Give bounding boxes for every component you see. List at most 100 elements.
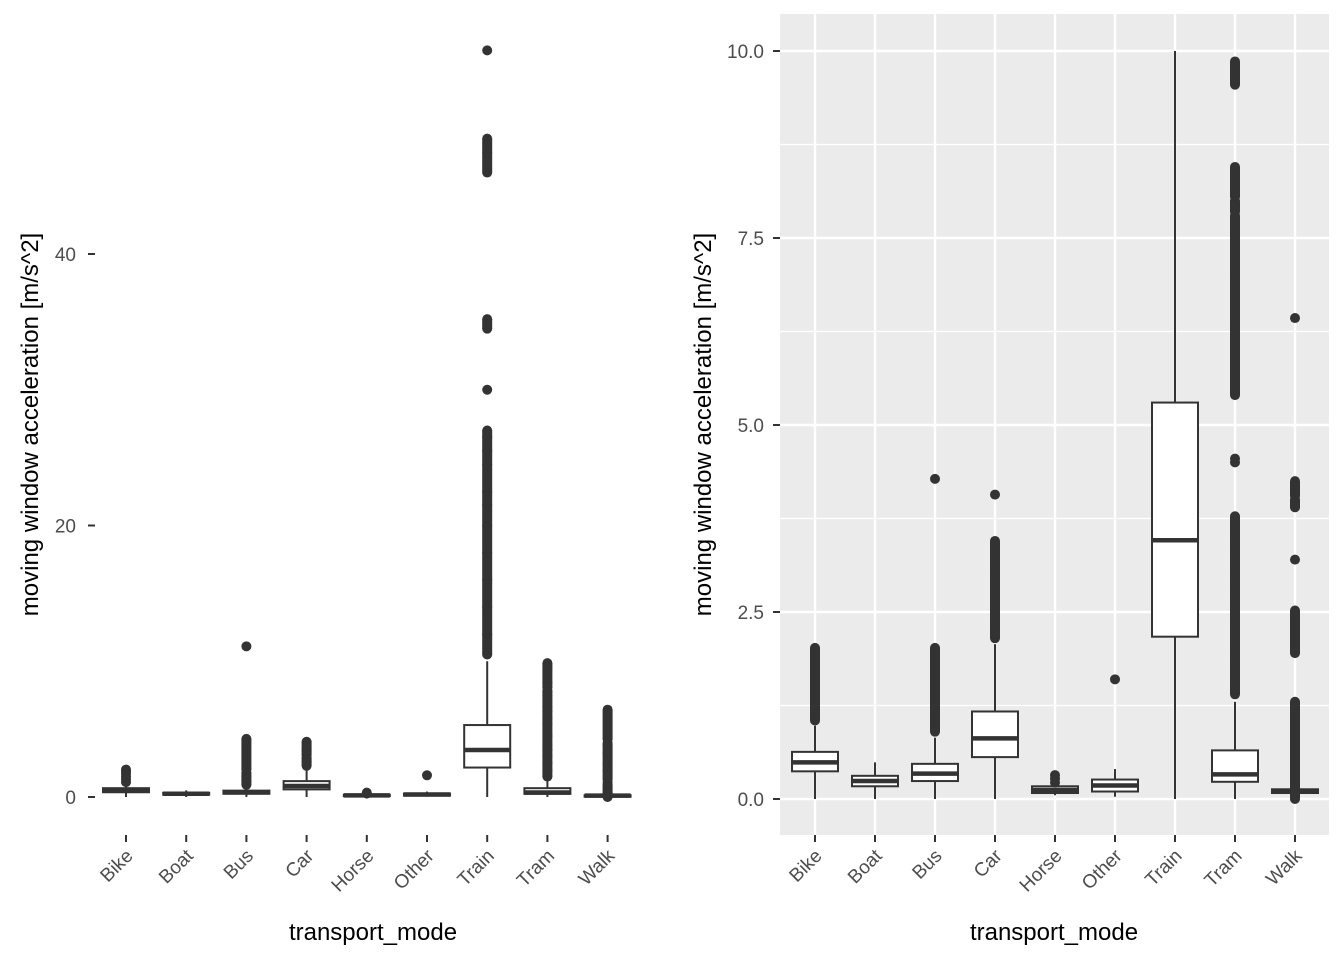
- outlier-dense-band: [1290, 739, 1300, 747]
- outlier-dense-band: [241, 780, 252, 785]
- outlier-dense-band: [301, 750, 312, 756]
- outlier-dense-band: [542, 735, 553, 746]
- outlier-dense-band: [482, 505, 493, 526]
- outlier-dense-band: [1290, 754, 1300, 762]
- box-bus: [911, 473, 959, 799]
- box-bike: [102, 764, 150, 797]
- outlier-dense-band: [482, 634, 493, 655]
- box-horse: [342, 787, 391, 799]
- outlier-dense-band: [1290, 731, 1300, 740]
- outlier-dense-band: [542, 695, 553, 701]
- box-walk: [583, 704, 632, 802]
- outlier-dense-band: [1230, 324, 1240, 364]
- outlier-point: [422, 770, 432, 781]
- y-tick-label: 7.5: [738, 229, 764, 250]
- outlier-dense-band: [1230, 533, 1240, 545]
- x-tick-label-bike: Bike: [97, 846, 138, 887]
- outlier-dense-band: [1230, 589, 1240, 605]
- outlier-dense-band: [1230, 267, 1240, 277]
- box-tram: [523, 658, 572, 797]
- x-tick-label-other: Other: [390, 845, 439, 894]
- outlier-dense-band: [930, 675, 940, 687]
- outlier-dense-band: [1290, 481, 1300, 497]
- outlier-dense-band: [1230, 241, 1240, 268]
- box-other: [403, 770, 451, 797]
- y-axis-title: moving window acceleration [m/s^2]: [17, 233, 44, 616]
- outlier-dense-band: [482, 606, 493, 635]
- outlier-dense-band: [810, 647, 820, 660]
- outlier-dense-band: [1230, 166, 1240, 197]
- outlier-dense-band: [930, 664, 940, 676]
- outlier-dense-band: [990, 626, 1000, 639]
- outlier-dense-band: [542, 756, 553, 764]
- x-tick-label-tram: Tram: [513, 846, 559, 892]
- y-tick-label: 5.0: [738, 416, 764, 437]
- outlier-point: [1110, 674, 1120, 685]
- outlier-point: [361, 787, 372, 798]
- x-tick-label-train: Train: [1142, 846, 1187, 891]
- y-tick-label: 0: [65, 788, 76, 809]
- y-tick-label: 0.0: [738, 790, 764, 811]
- box-boat: [851, 762, 899, 799]
- x-tick-label-horse: Horse: [1016, 846, 1067, 897]
- box-bus: [222, 641, 271, 797]
- outlier-dense-band: [1230, 61, 1240, 85]
- outlier-dense-band: [1230, 363, 1240, 396]
- outlier-dense-band: [1290, 784, 1300, 798]
- outlier-dense-band: [482, 552, 493, 580]
- outlier-dense-band: [301, 761, 312, 766]
- x-axis-title: transport_mode: [970, 919, 1138, 946]
- outlier-dense-band: [542, 723, 553, 736]
- outlier-dense-band: [1290, 709, 1300, 717]
- outlier-point: [482, 384, 493, 395]
- outlier-dense-band: [1290, 610, 1300, 622]
- outlier-dense-band: [1230, 604, 1240, 620]
- iqr-box: [463, 724, 512, 769]
- outlier-dense-band: [930, 647, 940, 654]
- x-tick-label-walk: Walk: [575, 845, 620, 890]
- outlier-dense-band: [542, 663, 553, 668]
- outlier-dense-band: [482, 450, 493, 465]
- outlier-point: [482, 45, 493, 56]
- outlier-dense-band: [1290, 776, 1300, 785]
- y-axis-title: moving window acceleration [m/s^2]: [690, 233, 717, 616]
- outlier-point: [1230, 453, 1240, 464]
- y-tick-label: 40: [55, 245, 76, 266]
- outlier-dense-band: [1230, 679, 1240, 695]
- outlier-dense-band: [1230, 525, 1240, 534]
- box-other: [1091, 674, 1139, 797]
- x-tick-label-train: Train: [454, 846, 499, 891]
- outlier-dense-band: [482, 525, 493, 553]
- outlier-dense-band: [542, 718, 553, 724]
- outlier-dense-band: [990, 612, 1000, 627]
- outlier-dense-band: [1230, 516, 1240, 526]
- outlier-dense-band: [990, 582, 1000, 598]
- outlier-dense-band: [542, 745, 553, 750]
- outlier-dense-band: [1230, 664, 1240, 680]
- outlier-dense-band: [542, 749, 553, 757]
- outlier-dense-band: [930, 653, 940, 665]
- outlier-dense-band: [241, 772, 252, 777]
- outlier-dense-band: [602, 788, 613, 793]
- y-tick-label: 20: [55, 517, 76, 538]
- x-tick-label-bike: Bike: [786, 846, 827, 887]
- outlier-dense-band: [482, 152, 493, 173]
- outlier-dense-band: [602, 753, 613, 764]
- outlier-dense-band: [1230, 619, 1240, 635]
- box-horse: [1031, 770, 1079, 796]
- outlier-dense-band: [542, 706, 553, 711]
- outlier-dense-band: [602, 709, 613, 740]
- box-train: [463, 45, 512, 797]
- outlier-dense-band: [1230, 276, 1240, 302]
- outlier-point: [121, 764, 131, 775]
- outlier-dense-band: [482, 437, 493, 451]
- outlier-dense-band: [482, 319, 493, 329]
- outlier-dense-band: [1290, 499, 1300, 508]
- x-tick-label-walk: Walk: [1262, 845, 1307, 890]
- outlier-dense-band: [1230, 301, 1240, 325]
- outlier-dense-band: [482, 430, 493, 438]
- outlier-dense-band: [542, 769, 553, 777]
- outlier-point: [1050, 770, 1060, 781]
- outlier-dense-band: [990, 540, 1000, 570]
